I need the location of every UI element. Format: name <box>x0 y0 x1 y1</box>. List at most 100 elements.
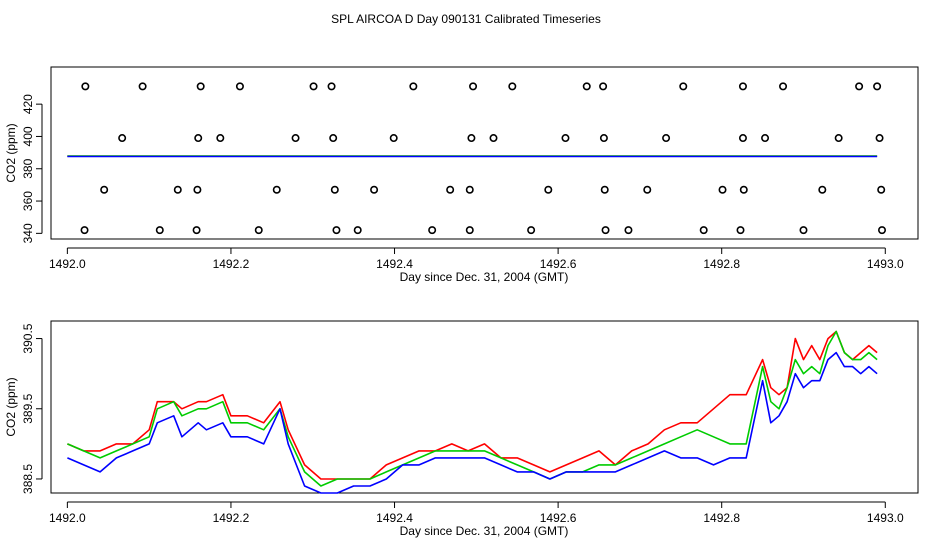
scatter-point <box>738 82 747 91</box>
scatter-point <box>193 185 202 194</box>
y-axis-1: 340 360 380 400 420 <box>21 94 43 243</box>
scatter-point <box>81 82 90 91</box>
scatter-point <box>508 82 517 91</box>
series-line-green <box>67 330 878 487</box>
y-tick-label: 389.5 <box>21 393 35 423</box>
scatter-point <box>544 185 553 194</box>
scatter-point <box>600 185 609 194</box>
scatter-point <box>327 82 336 91</box>
scatter-point <box>192 226 201 235</box>
scatter-point <box>599 134 608 143</box>
scatter-points <box>80 82 887 235</box>
x-tick-label: 1492.8 <box>703 257 740 271</box>
y-tick-label: 390.5 <box>21 323 35 353</box>
scatter-point <box>877 185 886 194</box>
y-tick-label: 380 <box>21 158 35 178</box>
scatter-point <box>855 82 864 91</box>
x-tick-label: 1492.2 <box>213 511 250 525</box>
scatter-point <box>235 82 244 91</box>
y-tick-label: 388.5 <box>21 464 35 494</box>
scatter-point <box>738 134 747 143</box>
scatter-point <box>601 226 610 235</box>
y-axis-label-2: CO2 (ppm) <box>4 377 18 436</box>
scatter-point <box>799 226 808 235</box>
scatter-point <box>739 185 748 194</box>
scatter-point <box>196 82 205 91</box>
scatter-point <box>873 82 882 91</box>
x-tick-label: 1492.6 <box>540 257 577 271</box>
scatter-point <box>309 82 318 91</box>
scatter-point <box>679 82 688 91</box>
scatter-point <box>561 134 570 143</box>
scatter-point <box>332 226 341 235</box>
x-tick-label: 1492.8 <box>703 511 740 525</box>
x-tick-label: 1492.2 <box>213 257 250 271</box>
scatter-point <box>527 226 536 235</box>
scatter-point <box>736 226 745 235</box>
x-tick-label: 1492.6 <box>540 511 577 525</box>
page-title: SPL AIRCOA D Day 090131 Calibrated Times… <box>331 12 601 26</box>
y-tick-label: 360 <box>21 191 35 211</box>
x-tick-label: 1492.0 <box>49 511 86 525</box>
scatter-point <box>818 185 827 194</box>
x-axis-1: 1492.0 1492.2 1492.4 1492.6 1492.8 1493.0 <box>49 247 904 271</box>
x-tick-label: 1493.0 <box>867 511 904 525</box>
scatter-point <box>173 185 182 194</box>
scatter-point <box>489 134 498 143</box>
scatter-point <box>291 134 300 143</box>
scatter-point <box>469 82 478 91</box>
x-tick-label: 1492.4 <box>376 257 413 271</box>
x-axis-label-1: Day since Dec. 31, 2004 (GMT) <box>400 270 569 284</box>
x-axis-label-2: Day since Dec. 31, 2004 (GMT) <box>400 524 569 538</box>
scatter-point <box>699 226 708 235</box>
scatter-point <box>643 185 652 194</box>
y-tick-label: 400 <box>21 126 35 146</box>
scatter-point <box>80 226 89 235</box>
scatter-point <box>446 185 455 194</box>
scatter-point <box>834 134 843 143</box>
x-tick-label: 1493.0 <box>867 257 904 271</box>
plot-frame-1 <box>50 66 919 240</box>
y-tick-label: 420 <box>21 94 35 114</box>
y-axis-2: 388.5 389.5 390.5 <box>21 323 43 494</box>
scatter-point <box>582 82 591 91</box>
scatter-point <box>467 134 476 143</box>
series-lines-2 <box>67 330 878 494</box>
scatter-point <box>718 185 727 194</box>
scatter-point <box>330 185 339 194</box>
scatter-point <box>428 226 437 235</box>
scatter-point <box>409 82 418 91</box>
scatter-point <box>878 226 887 235</box>
scatter-point <box>100 185 109 194</box>
chart-panel-2: 1492.0 1492.2 1492.4 1492.6 1492.8 1493.0 388… <box>4 320 919 538</box>
scatter-point <box>761 134 770 143</box>
scatter-point <box>599 82 608 91</box>
y-tick-label: 340 <box>21 223 35 243</box>
x-tick-label: 1492.4 <box>376 511 413 525</box>
scatter-point <box>465 185 474 194</box>
scatter-point <box>118 134 127 143</box>
scatter-point <box>624 226 633 235</box>
x-axis-2: 1492.0 1492.2 1492.4 1492.6 1492.8 1493.0 <box>49 501 904 525</box>
scatter-point <box>875 134 884 143</box>
scatter-point <box>216 134 225 143</box>
series-line-blue <box>67 351 878 494</box>
scatter-point <box>329 134 338 143</box>
scatter-point <box>272 185 281 194</box>
scatter-point <box>465 226 474 235</box>
x-tick-label: 1492.0 <box>49 257 86 271</box>
scatter-point <box>353 226 362 235</box>
scatter-point <box>155 226 164 235</box>
scatter-point <box>138 82 147 91</box>
chart-panel-1: 1492.0 1492.2 1492.4 1492.6 1492.8 1493.0 340… <box>4 66 919 284</box>
scatter-point <box>389 134 398 143</box>
series-line-red <box>67 330 878 480</box>
plot-frame-2 <box>50 320 919 494</box>
scatter-point <box>662 134 671 143</box>
scatter-point <box>254 226 263 235</box>
scatter-point <box>779 82 788 91</box>
y-axis-label-1: CO2 (ppm) <box>4 123 18 182</box>
scatter-point <box>370 185 379 194</box>
scatter-point <box>194 134 203 143</box>
